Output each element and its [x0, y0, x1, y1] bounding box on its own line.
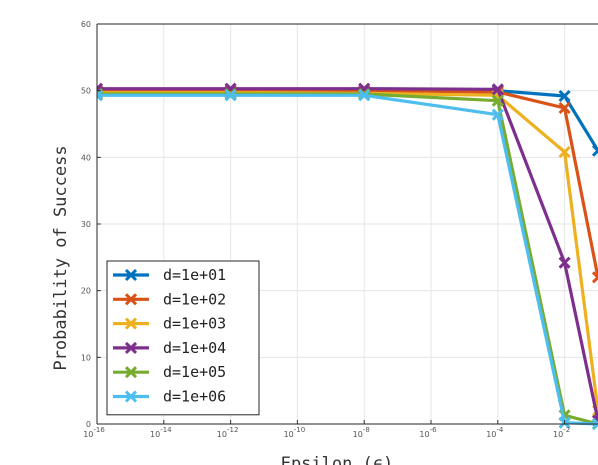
data-point-marker	[491, 83, 504, 96]
data-point-marker	[591, 271, 598, 284]
legend-label: d=1e+02	[163, 290, 226, 308]
legend-swatch-marker	[124, 341, 138, 354]
data-point-marker	[491, 108, 504, 121]
legend-box	[106, 260, 260, 416]
data-point-marker	[224, 89, 237, 102]
legend-item: d=1e+04	[113, 339, 226, 357]
legend-label: d=1e+04	[163, 339, 226, 357]
data-point-marker	[558, 256, 571, 269]
y-axis-label: Probability of Success	[51, 145, 71, 370]
data-point-marker	[558, 89, 571, 103]
x-tick-label: 10-2	[553, 426, 570, 439]
legend-swatch-marker	[124, 366, 138, 379]
axes	[96, 23, 598, 425]
series-line	[97, 93, 598, 426]
legend-label: d=1e+01	[163, 266, 226, 284]
legend: d=1e+01 d=1e+02 d=1e+03 d=1e+04 d=1e+05 d=1e+…	[106, 260, 260, 416]
legend-swatch-marker	[124, 268, 138, 282]
x-tick-label: 10-12	[217, 426, 239, 439]
data-point-marker	[558, 145, 571, 159]
legend-item: d=1e+02	[113, 290, 226, 308]
y-tick-label: 60	[81, 20, 91, 29]
data-point-marker	[558, 101, 571, 115]
x-tick-label: 10-10	[284, 426, 306, 439]
y-tick-label: 50	[81, 87, 91, 96]
x-tick-label: 10-8	[353, 426, 370, 439]
legend-swatch-marker	[124, 293, 138, 306]
legend-swatch-marker	[124, 390, 138, 403]
x-tick-label: 10-6	[419, 426, 437, 439]
legend-item: d=1e+01	[113, 266, 226, 284]
data-point-marker	[591, 417, 598, 431]
series-6	[97, 89, 598, 431]
series-line	[97, 87, 598, 421]
legend-item: d=1e+03	[113, 315, 226, 333]
legend-item: d=1e+06	[113, 388, 226, 406]
legend-label: d=1e+06	[163, 388, 226, 406]
y-tick-label: 20	[81, 287, 91, 296]
y-tick-label: 40	[81, 153, 91, 162]
series-line	[97, 89, 598, 278]
y-tick-label: 30	[81, 220, 91, 229]
tick-labels: 10-16 10-14 10-12 10-10 10-8 10-6 10-4 10-2 0 10 2…	[81, 20, 570, 439]
legend-item: d=1e+05	[113, 363, 226, 381]
legend-label: d=1e+03	[163, 315, 226, 333]
x-tick-label: 10-14	[150, 426, 172, 439]
data-point-marker	[97, 89, 104, 102]
data-point-marker	[358, 89, 371, 102]
y-tick-label: 0	[86, 420, 91, 429]
legend-swatch-marker	[124, 317, 138, 330]
x-axis-label: Epsilon (ϵ)	[281, 454, 394, 465]
legend-label: d=1e+05	[163, 363, 226, 381]
x-tick-label: 10-16	[83, 426, 105, 439]
data-point-marker	[491, 94, 504, 107]
x-tick-label: 10-4	[486, 426, 504, 439]
data-point-marker	[591, 144, 598, 157]
y-tick-label: 10	[81, 353, 91, 362]
series-layer	[97, 82, 598, 431]
